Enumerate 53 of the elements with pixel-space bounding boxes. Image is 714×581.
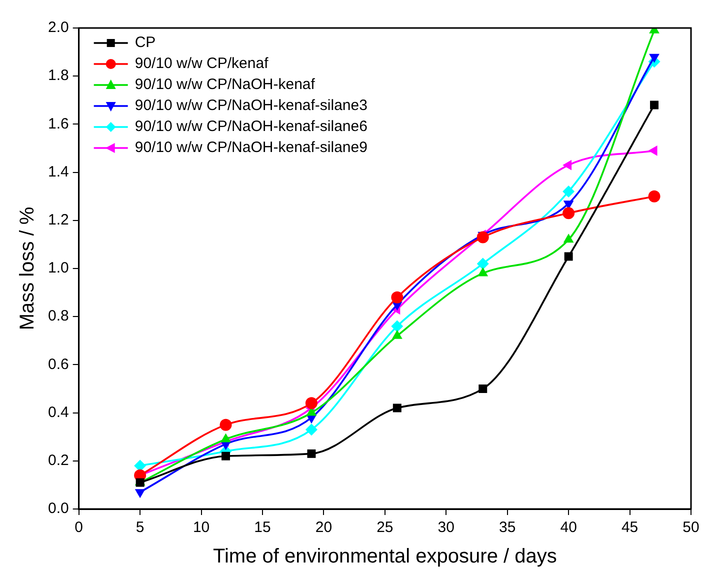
legend-label: 90/10 w/w CP/NaOH-kenaf-silane9 xyxy=(134,139,368,156)
point xyxy=(562,186,575,198)
point xyxy=(648,190,660,202)
legend-label: CP xyxy=(134,34,156,52)
y-tick-label: 0.2 xyxy=(48,452,69,470)
point xyxy=(563,234,574,243)
x-tick-label: 15 xyxy=(254,519,271,536)
point xyxy=(478,384,488,393)
x-tick-label: 5 xyxy=(136,519,144,536)
point xyxy=(648,145,658,156)
x-tick-label: 40 xyxy=(560,519,577,536)
point xyxy=(307,449,316,458)
y-tick-label: 1.8 xyxy=(48,67,69,84)
y-tick-label: 1.0 xyxy=(48,260,69,277)
point xyxy=(476,231,489,244)
x-tick-label: 45 xyxy=(621,519,638,536)
point xyxy=(220,433,231,442)
point xyxy=(562,160,572,170)
point xyxy=(391,320,404,332)
x-tick-label: 25 xyxy=(376,519,394,536)
y-tick-label: 1.2 xyxy=(48,212,69,229)
point xyxy=(476,258,489,270)
y-tick-label: 1.6 xyxy=(48,115,69,132)
legend-label: 90/10 w/w CP/NaOH-kenaf-silane3 xyxy=(134,97,368,114)
point xyxy=(562,207,575,220)
point xyxy=(305,397,318,410)
point xyxy=(305,424,318,436)
x-axis-title: Time of environmental exposure / days xyxy=(212,546,557,568)
y-axis-title: Mass loss / % xyxy=(16,206,39,330)
legend-label: 90/10 w/w CP/NaOH-kenaf xyxy=(134,76,316,94)
x-tick-label: 30 xyxy=(438,519,454,536)
y-tick-label: 0.8 xyxy=(48,308,69,325)
x-tick-label: 20 xyxy=(315,519,332,536)
point xyxy=(392,404,402,412)
x-tick-label: 50 xyxy=(682,519,700,536)
point xyxy=(564,252,573,261)
x-tick-label: 35 xyxy=(499,519,516,536)
point xyxy=(650,100,659,110)
point xyxy=(478,267,488,276)
legend-label: 90/10 w/w CP/kenaf xyxy=(134,55,270,72)
point xyxy=(391,291,404,304)
y-tick-label: 2.0 xyxy=(48,19,69,36)
point xyxy=(649,54,660,63)
y-tick-label: 1.4 xyxy=(48,163,69,180)
point xyxy=(222,452,230,460)
x-tick-label: 0 xyxy=(74,519,84,536)
x-tick-label: 10 xyxy=(192,519,210,536)
y-tick-label: 0.0 xyxy=(48,500,69,518)
y-tick-label: 0.6 xyxy=(48,356,69,373)
legend-label: 90/10 w/w CP/NaOH-kenaf-silane6 xyxy=(134,118,368,136)
y-tick-label: 0.4 xyxy=(48,404,69,421)
point xyxy=(392,330,402,339)
point xyxy=(220,418,232,431)
